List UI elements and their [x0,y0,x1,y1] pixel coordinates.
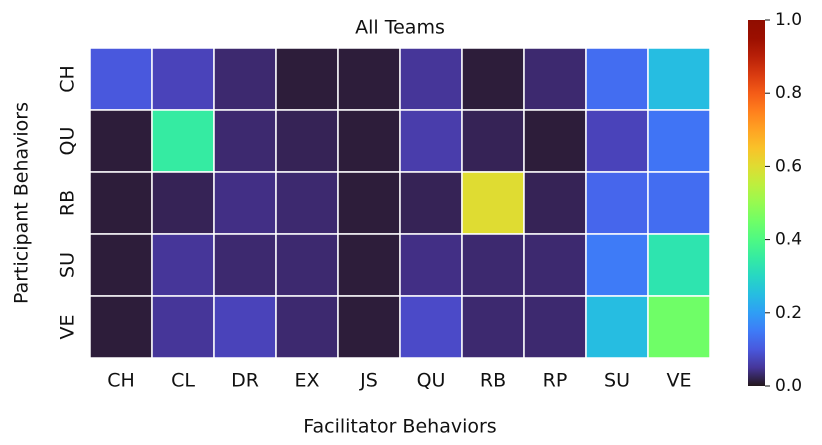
x-tick-label: CL [171,370,195,392]
heatmap-cell [89,47,153,111]
y-tick-label: CH [57,65,79,93]
heatmap-cell [647,109,711,173]
heatmap-cell [151,295,215,359]
y-tick-label: QU [57,127,79,156]
heatmap-cell [399,233,463,297]
heatmap-cell [213,171,277,235]
x-axis-title: Facilitator Behaviors [303,416,496,438]
heatmap-cell [647,47,711,111]
y-tick-label: VE [57,314,79,339]
x-tick-label: JS [359,370,378,392]
y-tick-label: SU [57,252,79,278]
colorbar-tick-label: 0.6 [775,156,802,176]
colorbar [748,20,765,386]
x-tick-label: DR [231,370,259,392]
heatmap-cell [461,109,525,173]
heatmap-cell [275,233,339,297]
heatmap-cell [151,47,215,111]
x-tick-label: VE [666,370,691,392]
heatmap-cell [399,47,463,111]
heatmap-cell [337,171,401,235]
heatmap-cell [213,47,277,111]
colorbar-tick-label: 0.2 [775,303,802,323]
heatmap-cell [647,171,711,235]
heatmap-cell [151,109,215,173]
y-tick-label: RB [57,190,79,216]
x-tick-label: QU [417,370,446,392]
heatmap-cell [523,233,587,297]
heatmap-cell [213,233,277,297]
x-tick-label: CH [107,370,135,392]
heatmap-cell [585,47,649,111]
heatmap-cell [337,233,401,297]
heatmap-cell [151,233,215,297]
heatmap-cell [399,171,463,235]
chart-title: All Teams [355,17,445,39]
heatmap-cell [275,295,339,359]
heatmap-cell [89,295,153,359]
heatmap-cell [399,295,463,359]
heatmap-cell [337,295,401,359]
heatmap-cell [213,295,277,359]
heatmap-cell [275,171,339,235]
heatmap-cell [275,109,339,173]
heatmap-cell [647,295,711,359]
heatmap-cell [461,171,525,235]
heatmap-cell [399,109,463,173]
heatmap-cell [89,171,153,235]
heatmap-cell [89,109,153,173]
heatmap-cell [585,109,649,173]
colorbar-tick-label: 0.4 [775,230,802,250]
x-tick-label: EX [294,370,319,392]
heatmap-cell [585,171,649,235]
heatmap-cell [89,233,153,297]
heatmap-cell [213,109,277,173]
y-axis-title: Participant Behaviors [11,102,33,304]
heatmap-cell [461,47,525,111]
heatmap-cell [337,47,401,111]
heatmap-cell [461,233,525,297]
heatmap-cell [523,295,587,359]
heatmap-cell [151,171,215,235]
heatmap-cell [585,233,649,297]
heatmap-cell [585,295,649,359]
x-tick-label: RP [543,370,568,392]
x-tick-label: RB [480,370,506,392]
heatmap-cell [647,233,711,297]
colorbar-tick-label: 1.0 [775,10,802,30]
heatmap-cell [337,109,401,173]
heatmap-cell [523,109,587,173]
colorbar-tick-label: 0.0 [775,376,802,396]
heatmap-cell [275,47,339,111]
heatmap-cell [461,295,525,359]
x-tick-label: SU [604,370,630,392]
colorbar-tick-label: 0.8 [775,83,802,103]
heatmap-cell [523,47,587,111]
heatmap-cell [523,171,587,235]
